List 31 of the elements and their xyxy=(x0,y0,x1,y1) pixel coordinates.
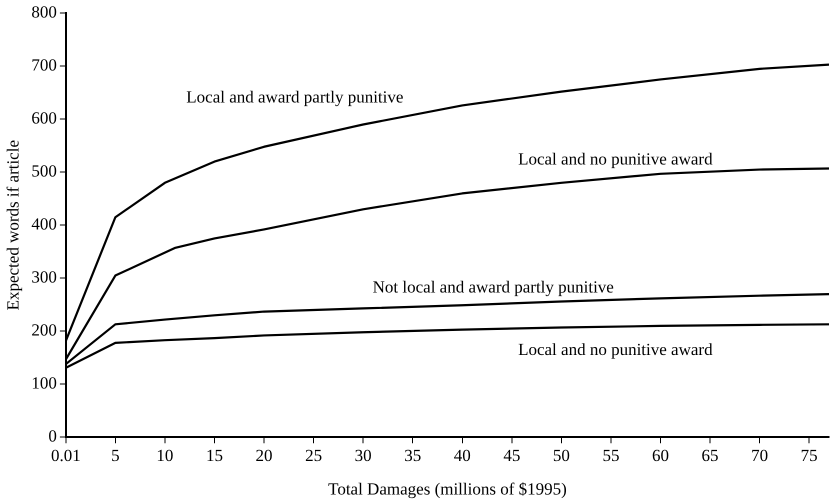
x-tick-label: 10 xyxy=(156,446,174,465)
x-tick-label: 70 xyxy=(751,446,768,465)
x-tick-label: 25 xyxy=(305,446,322,465)
x-tick-label: 0.01 xyxy=(51,446,81,465)
y-axis-title: Expected words if article xyxy=(4,140,23,310)
y-tick-label: 500 xyxy=(31,162,57,181)
y-tick-label: 600 xyxy=(31,108,57,128)
x-tick-label: 65 xyxy=(702,446,719,465)
x-tick-label: 30 xyxy=(354,446,372,465)
x-tick-label: 35 xyxy=(404,446,422,465)
x-tick-label: 45 xyxy=(503,446,520,465)
y-tick-label: 700 xyxy=(31,56,57,75)
x-tick-label: 55 xyxy=(602,446,620,465)
x-tick-label: 75 xyxy=(800,446,818,465)
y-tick-label: 0 xyxy=(48,426,57,446)
series-label: Local and award partly punitive xyxy=(186,87,404,106)
y-tick-label: 400 xyxy=(31,214,57,234)
series-label: Local and no punitive award xyxy=(518,149,714,168)
y-tick-label: 100 xyxy=(31,374,57,393)
x-tick-label: 60 xyxy=(652,446,669,465)
series-label: Local and no punitive award xyxy=(518,340,714,360)
y-tick-label: 300 xyxy=(31,268,57,287)
x-axis-title: Total Damages (millions of $1995) xyxy=(328,479,567,498)
x-tick-label: 15 xyxy=(206,446,223,465)
x-tick-label: 5 xyxy=(111,446,120,465)
x-tick-label: 50 xyxy=(552,446,570,465)
x-tick-label: 20 xyxy=(256,446,273,465)
x-tick-label: 40 xyxy=(454,446,471,465)
y-tick-label: 800 xyxy=(31,2,57,22)
series-label: Not local and award partly punitive xyxy=(372,278,614,297)
y-tick-label: 200 xyxy=(31,320,57,340)
